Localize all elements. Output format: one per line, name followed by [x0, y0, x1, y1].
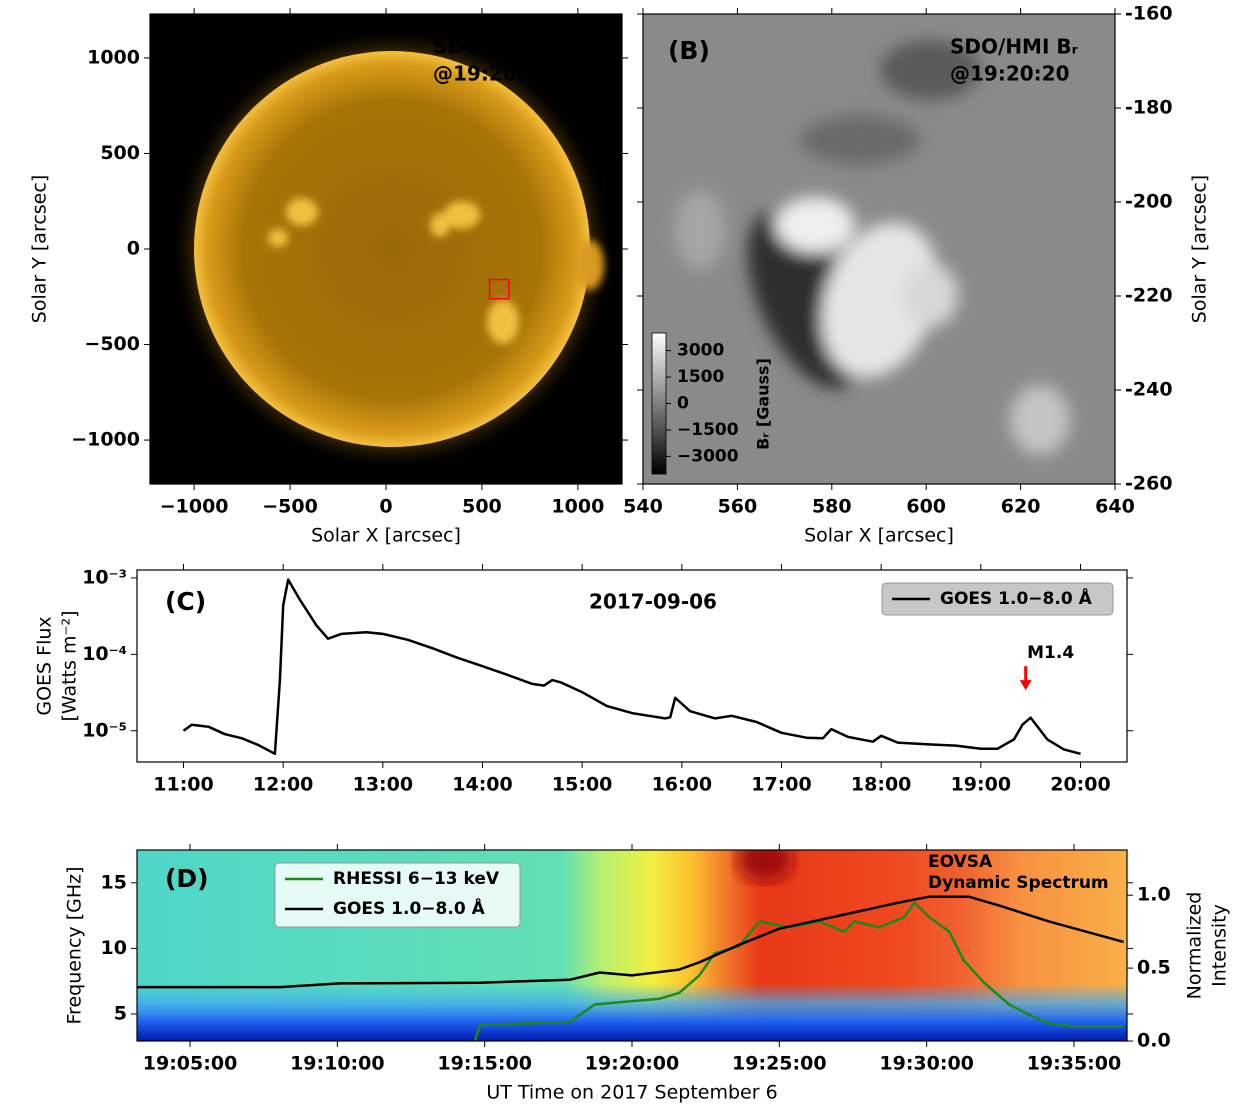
- annotation-arrowhead: [1019, 680, 1032, 691]
- x-tick-label: 17:00: [751, 774, 811, 796]
- x-axis-label: Solar X [arcsec]: [804, 525, 954, 547]
- y-tick-label: -200: [1125, 191, 1173, 213]
- panel-title: SDO/AIA 171Å: [433, 35, 591, 59]
- x-tick-label: 12:00: [253, 774, 313, 796]
- legend-label: GOES 1.0−8.0 Å: [940, 586, 1093, 609]
- region-box: [488, 278, 510, 300]
- y2-tick-label: 0.5: [1137, 957, 1171, 979]
- x-tick-label: 16:00: [652, 774, 712, 796]
- panel-label: (A): [175, 36, 217, 65]
- x-tick-label: 580: [812, 496, 852, 518]
- x-tick-label: 560: [718, 496, 758, 518]
- image-label: Dynamic Spectrum: [928, 873, 1109, 893]
- y-tick-label: -260: [1125, 473, 1173, 495]
- colorbar-tick-label: −3000: [677, 446, 739, 466]
- legend-label: GOES 1.0−8.0 Å: [333, 896, 486, 919]
- y-axis-label: Solar Y [arcsec]: [29, 175, 51, 323]
- panel-title: @19:20:20: [433, 62, 553, 86]
- x-tick-label: 640: [1095, 496, 1135, 518]
- panel-title: 2017-09-06: [589, 590, 717, 614]
- y-tick-label: 10⁻⁴: [82, 643, 127, 665]
- y-tick-label: 0: [127, 238, 140, 260]
- aia-image: [150, 14, 622, 484]
- hmi-image: [643, 14, 1115, 484]
- y-tick-label: -240: [1125, 379, 1173, 401]
- y-tick-label: 10⁻³: [82, 566, 127, 588]
- y2-tick-label: 1.0: [1137, 884, 1171, 906]
- series-line: [182, 578, 1081, 756]
- y-tick-label: -160: [1125, 3, 1173, 25]
- legend-box: [274, 862, 521, 928]
- annotation-text: M1.4: [1027, 643, 1074, 663]
- panel-label: (B): [668, 36, 710, 65]
- x-tick-label: −500: [262, 496, 318, 518]
- x-tick-label: 540: [623, 496, 663, 518]
- x-tick-label: 1000: [551, 496, 604, 518]
- colorbar-label: Bᵣ [Gauss]: [754, 358, 773, 450]
- image-label: EOVSA: [928, 852, 993, 872]
- y-tick-label: 1000: [87, 46, 140, 68]
- x-tick-label: 19:00: [951, 774, 1011, 796]
- y-tick-label: -220: [1125, 285, 1173, 307]
- y2-axis-label: Normalized: [1184, 892, 1206, 1000]
- y-tick-label: −500: [84, 333, 140, 355]
- series-line: [137, 895, 1124, 989]
- x-tick-label: 620: [1001, 496, 1041, 518]
- y-axis-label: Frequency [GHz]: [64, 866, 86, 1024]
- y-axis-label: Solar Y [arcsec]: [1189, 175, 1211, 323]
- y-tick-label: 500: [100, 142, 140, 164]
- y-tick-label: 10⁻⁵: [82, 719, 127, 741]
- colorbar-tick-label: −1500: [677, 420, 739, 440]
- legend-box: [881, 582, 1114, 616]
- x-tick-label: 19:20:00: [585, 1053, 680, 1075]
- colorbar-tick-label: 0: [677, 394, 689, 414]
- x-tick-label: 19:25:00: [732, 1053, 827, 1075]
- x-tick-label: 15:00: [552, 774, 612, 796]
- colorbar-tick-label: 3000: [677, 341, 724, 361]
- x-tick-label: −1000: [160, 496, 229, 518]
- y-tick-label: 15: [101, 871, 127, 893]
- panel-title: @19:20:20: [950, 62, 1070, 86]
- x-tick-label: 18:00: [851, 774, 911, 796]
- x-tick-label: 19:10:00: [290, 1053, 385, 1075]
- y-tick-label: 5: [114, 1002, 127, 1024]
- y-tick-label: -180: [1125, 97, 1173, 119]
- x-tick-label: 500: [462, 496, 502, 518]
- y-axis-label: GOES Flux: [34, 616, 56, 715]
- x-tick-label: 19:05:00: [143, 1053, 238, 1075]
- x-tick-label: 0: [379, 496, 392, 518]
- x-tick-label: 11:00: [153, 774, 213, 796]
- x-tick-label: 20:00: [1050, 774, 1110, 796]
- x-tick-label: 13:00: [353, 774, 413, 796]
- x-tick-label: 14:00: [452, 774, 512, 796]
- panel-title: SDO/HMI Bᵣ: [950, 35, 1079, 59]
- x-axis-label: UT Time on 2017 September 6: [486, 1082, 777, 1104]
- legend-label: RHESSI 6−13 keV: [333, 869, 500, 889]
- colorbar-tick-label: 1500: [677, 367, 724, 387]
- x-tick-label: 600: [906, 496, 946, 518]
- axes-frame: [642, 13, 1116, 485]
- y-tick-label: 10: [101, 937, 127, 959]
- axes-frame: [136, 569, 1128, 763]
- y2-tick-label: 0.0: [1137, 1030, 1171, 1052]
- y-tick-label: −1000: [71, 429, 140, 451]
- panel-label: (D): [165, 864, 209, 893]
- x-axis-label: Solar X [arcsec]: [311, 525, 461, 547]
- x-tick-label: 19:35:00: [1027, 1053, 1122, 1075]
- x-tick-label: 19:15:00: [437, 1053, 532, 1075]
- y2-axis-label: Intensity: [1209, 904, 1231, 987]
- series-line: [473, 901, 1124, 1041]
- panel-label: (C): [165, 587, 206, 616]
- colorbar: [651, 332, 667, 475]
- x-tick-label: 19:30:00: [879, 1053, 974, 1075]
- y-axis-label: [Watts m⁻²]: [59, 610, 81, 721]
